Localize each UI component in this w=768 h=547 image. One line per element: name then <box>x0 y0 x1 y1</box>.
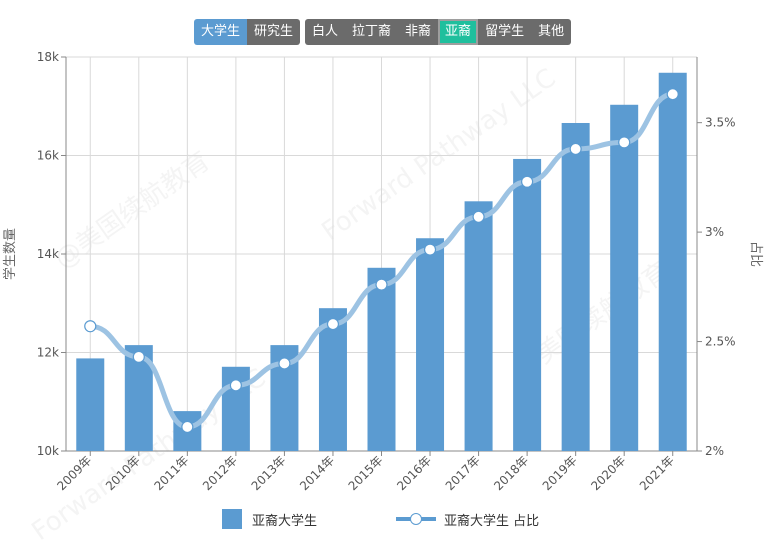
x-tick-label: 2016年 <box>394 453 434 493</box>
y-left-tick-label: 10k <box>37 444 59 458</box>
x-tick-label: 2014年 <box>297 453 337 493</box>
x-tick-label: 2010年 <box>103 453 143 493</box>
line-swatch-icon <box>396 509 436 529</box>
line-point <box>666 88 679 101</box>
y-left-tick-label: 16k <box>37 149 59 163</box>
x-tick-label: 2015年 <box>346 453 386 493</box>
y-right-tick-label: 2% <box>705 444 724 458</box>
x-tick-label: 2012年 <box>200 453 240 493</box>
bar <box>416 238 445 451</box>
line-point <box>618 136 631 149</box>
y-left-tick-label: 18k <box>37 50 59 64</box>
line-point <box>375 278 388 291</box>
tab-white[interactable]: 白人 <box>305 19 346 45</box>
y-left-tick-label: 14k <box>37 247 59 261</box>
bar <box>513 158 542 451</box>
bar <box>318 308 347 451</box>
bar <box>76 358 105 451</box>
line-point <box>181 420 194 434</box>
x-tick-label: 2019年 <box>540 453 580 493</box>
tab-international[interactable]: 留学生 <box>478 19 532 45</box>
x-tick-label: 2009年 <box>54 453 94 493</box>
x-tick-label: 2018年 <box>491 453 531 493</box>
line-point <box>278 357 291 370</box>
ethnicity-tab-group: 白人 拉丁裔 非裔 亚裔 留学生 其他 <box>305 19 572 45</box>
line-point <box>472 210 485 223</box>
x-tick-label: 2013年 <box>249 453 289 493</box>
y-left-tick-label: 12k <box>37 346 59 360</box>
tab-other[interactable]: 其他 <box>531 19 572 45</box>
tab-graduate[interactable]: 研究生 <box>247 19 301 45</box>
bar <box>610 104 639 452</box>
bar <box>367 267 396 451</box>
level-tab-group: 大学生 研究生 <box>194 19 301 45</box>
y-axis-left-title: 学生数量 <box>2 228 18 280</box>
y-right-tick-label: 3% <box>705 225 724 239</box>
bar <box>658 72 687 451</box>
legend-item-line-series[interactable]: 亚裔大学生 占比 <box>396 509 539 529</box>
y-right-tick-label: 3.5% <box>705 116 736 130</box>
line-point <box>569 142 582 156</box>
legend: 亚裔大学生 亚裔大学生 占比 <box>0 509 768 531</box>
tab-undergraduate[interactable]: 大学生 <box>194 19 248 45</box>
line-point <box>521 175 534 188</box>
tab-hispanic[interactable]: 拉丁裔 <box>345 19 399 45</box>
legend-label-line-series: 亚裔大学生 占比 <box>444 513 540 529</box>
x-tick-label: 2011年 <box>151 453 191 493</box>
bar <box>561 122 590 452</box>
y-axis-right-title: 占比 <box>748 241 763 267</box>
line-point <box>229 379 242 392</box>
line-point <box>423 243 437 256</box>
bar-swatch-icon <box>222 509 242 529</box>
y-right-tick-label: 2.5% <box>705 335 736 349</box>
line-point <box>326 317 340 331</box>
bar <box>464 201 493 451</box>
line-point <box>132 350 145 363</box>
line-point <box>84 320 97 333</box>
x-tick-label: 2020年 <box>588 453 628 493</box>
legend-item-bar-series[interactable]: 亚裔大学生 <box>222 509 317 529</box>
x-tick-label: 2017年 <box>443 453 483 493</box>
tab-black[interactable]: 非裔 <box>398 19 439 45</box>
legend-label-bar-series: 亚裔大学生 <box>252 513 318 529</box>
tab-asian[interactable]: 亚裔 <box>438 19 479 45</box>
x-tick-label: 2021年 <box>637 453 677 493</box>
